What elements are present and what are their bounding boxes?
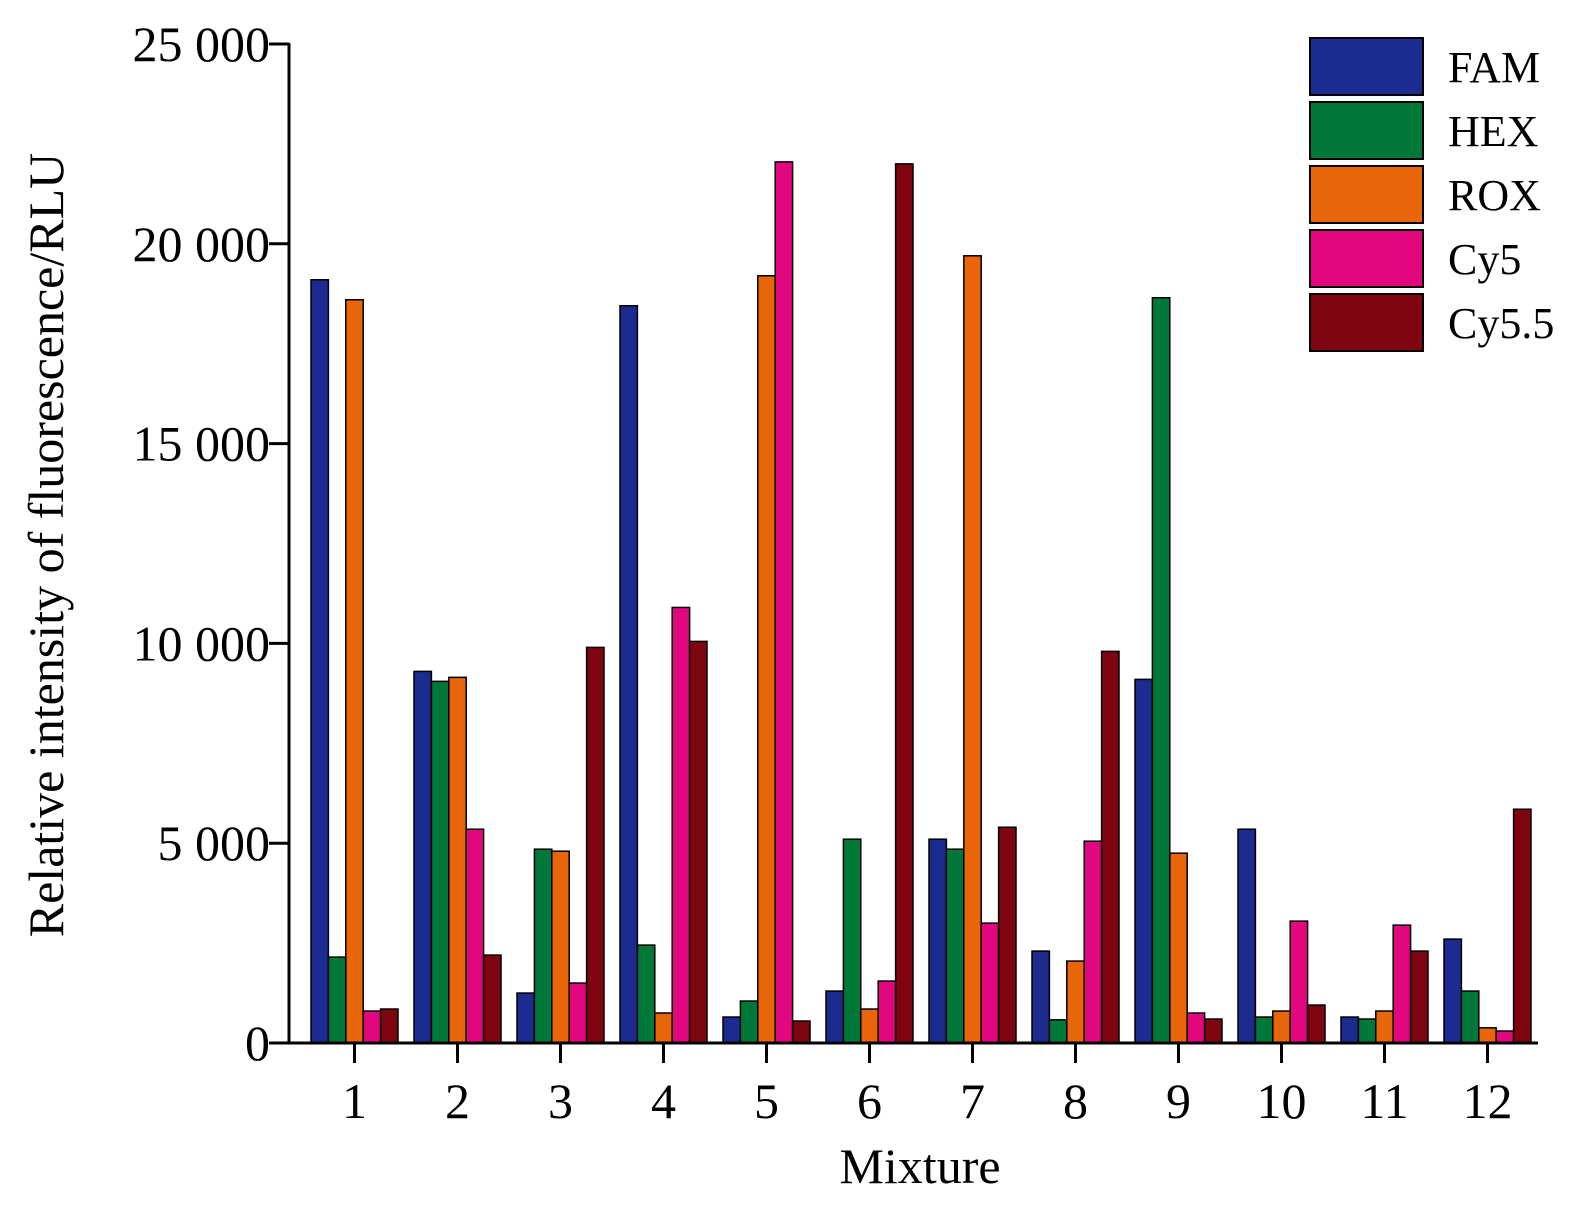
- bar-fam-mixture-7: [928, 838, 948, 1044]
- legend-label-cy5: Cy5: [1448, 235, 1521, 284]
- bar-fam-mixture-11: [1340, 1016, 1360, 1044]
- legend-label-hex: HEX: [1448, 107, 1538, 156]
- bar-hex-mixture-11: [1357, 1018, 1377, 1044]
- bar-cy5-mixture-11: [1392, 924, 1412, 1044]
- y-axis-title: Relative intensity of fluorescence/RLU: [18, 153, 74, 937]
- x-tick-label: 1: [342, 1073, 367, 1129]
- bar-rox-mixture-12: [1478, 1027, 1497, 1044]
- legend: FAM HEX ROX Cy5 Cy5.5: [1309, 37, 1554, 352]
- axes-group: [287, 43, 1538, 1045]
- bar-fam-mixture-4: [619, 304, 639, 1044]
- y-tick-label: 0: [245, 1015, 270, 1071]
- bar-fam-mixture-3: [516, 992, 536, 1044]
- bar-cy5-mixture-10: [1289, 920, 1309, 1044]
- bar-rox-mixture-4: [654, 1012, 673, 1044]
- bar-hex-mixture-12: [1460, 990, 1480, 1044]
- x-tick-label: 11: [1360, 1073, 1408, 1129]
- bar-rox-mixture-7: [963, 255, 982, 1044]
- legend-swatch-hex: [1309, 101, 1424, 160]
- x-axis-title: Mixture: [839, 1138, 1000, 1194]
- y-tick-label: 25 000: [133, 16, 271, 72]
- legend-label-cy5-5: Cy5.5: [1448, 299, 1554, 348]
- bar-rox-mixture-1: [345, 298, 364, 1044]
- bar-rox-mixture-9: [1169, 852, 1188, 1044]
- bar-hex-mixture-8: [1048, 1019, 1068, 1044]
- x-tick-label: 6: [857, 1073, 882, 1129]
- bar-hex-mixture-10: [1254, 1016, 1274, 1044]
- legend-swatch-cy5: [1309, 229, 1424, 288]
- bar-cy5-5-mixture-10: [1306, 1004, 1326, 1044]
- bar-cy5-mixture-5: [774, 161, 794, 1044]
- legend-swatch-fam: [1309, 37, 1424, 96]
- bar-hex-mixture-9: [1151, 297, 1171, 1044]
- bar-hex-mixture-5: [739, 1000, 759, 1044]
- bar-cy5-mixture-6: [877, 980, 897, 1044]
- legend-swatch-cy5-5: [1309, 293, 1424, 352]
- bar-rox-mixture-3: [551, 850, 570, 1044]
- bar-rox-mixture-8: [1066, 960, 1085, 1044]
- legend-label-rox: ROX: [1448, 171, 1541, 220]
- bar-cy5-5-mixture-7: [997, 826, 1017, 1044]
- x-tick-label: 8: [1063, 1073, 1088, 1129]
- bar-cy5-mixture-8: [1083, 840, 1103, 1044]
- bar-fam-mixture-5: [722, 1016, 742, 1044]
- bar-cy5-mixture-7: [980, 922, 1000, 1044]
- bar-hex-mixture-3: [533, 848, 553, 1044]
- bar-fam-mixture-10: [1237, 828, 1257, 1044]
- y-tick-label: 10 000: [133, 615, 271, 671]
- legend-label-fam: FAM: [1448, 43, 1540, 92]
- x-tick-label: 3: [548, 1073, 573, 1129]
- bar-fam-mixture-12: [1443, 938, 1463, 1044]
- bar-hex-mixture-4: [636, 944, 656, 1044]
- bar-cy5-5-mixture-2: [482, 954, 502, 1044]
- bar-cy5-5-mixture-8: [1100, 650, 1120, 1044]
- bar-cy5-mixture-3: [568, 982, 588, 1044]
- bar-cy5-mixture-4: [671, 606, 691, 1044]
- bar-cy5-5-mixture-6: [894, 163, 914, 1044]
- bar-rox-mixture-10: [1272, 1010, 1291, 1044]
- x-tick-label: 10: [1257, 1073, 1307, 1129]
- x-tick-label: 5: [754, 1073, 779, 1129]
- y-tick-label: 20 000: [133, 216, 271, 272]
- bar-cy5-5-mixture-9: [1203, 1018, 1223, 1044]
- bar-cy5-mixture-1: [362, 1010, 382, 1044]
- bar-fam-mixture-1: [310, 279, 330, 1044]
- bar-cy5-5-mixture-1: [379, 1008, 399, 1044]
- bar-cy5-5-mixture-12: [1512, 808, 1532, 1044]
- bar-cy5-mixture-12: [1495, 1030, 1515, 1044]
- bar-hex-mixture-2: [430, 680, 450, 1044]
- bar-cy5-5-mixture-11: [1409, 950, 1429, 1044]
- bar-rox-mixture-6: [860, 1008, 879, 1044]
- bar-rox-mixture-11: [1375, 1010, 1394, 1044]
- bar-fam-mixture-2: [413, 670, 433, 1044]
- bar-hex-mixture-6: [842, 838, 862, 1044]
- bar-hex-mixture-7: [945, 848, 965, 1044]
- bar-rox-mixture-2: [448, 676, 467, 1044]
- bar-cy5-5-mixture-4: [688, 640, 708, 1044]
- bar-fam-mixture-9: [1134, 678, 1154, 1044]
- x-tick-label: 4: [651, 1073, 676, 1129]
- y-tick-label: 15 000: [133, 416, 271, 472]
- bar-cy5-mixture-9: [1186, 1012, 1206, 1044]
- bar-cy5-5-mixture-5: [791, 1020, 811, 1044]
- y-ticks-group: 0 5 000 10 000 15 000 20 000 25 000: [133, 16, 289, 1071]
- bar-cy5-mixture-2: [465, 828, 485, 1044]
- legend-swatch-rox: [1309, 165, 1424, 224]
- bar-fam-mixture-8: [1031, 950, 1051, 1044]
- bar-cy5-5-mixture-3: [585, 646, 605, 1044]
- x-tick-label: 12: [1463, 1073, 1513, 1129]
- y-tick-label: 5 000: [158, 815, 271, 871]
- x-tick-label: 2: [445, 1073, 470, 1129]
- x-ticks-group: 1 2 3 4 5 6 7 8 9 10 11 12: [342, 1043, 1513, 1129]
- bar-hex-mixture-1: [327, 956, 347, 1044]
- bar-rox-mixture-5: [757, 275, 776, 1044]
- bar-fam-mixture-6: [825, 990, 845, 1044]
- x-tick-label: 7: [960, 1073, 985, 1129]
- x-tick-label: 9: [1166, 1073, 1191, 1129]
